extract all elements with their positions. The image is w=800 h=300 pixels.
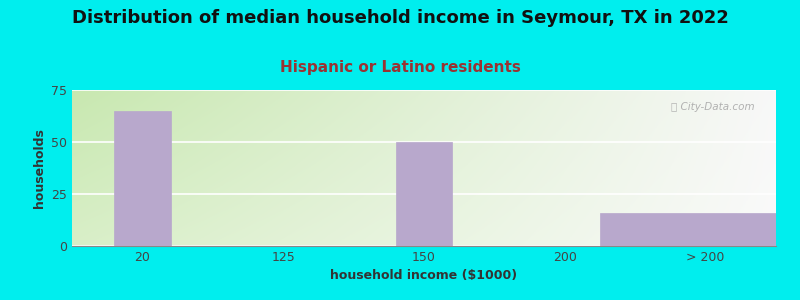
Bar: [396, 142, 452, 246]
Text: Distribution of median household income in Seymour, TX in 2022: Distribution of median household income …: [71, 9, 729, 27]
Text: Hispanic or Latino residents: Hispanic or Latino residents: [279, 60, 521, 75]
Y-axis label: households: households: [33, 128, 46, 208]
Bar: [600, 213, 800, 246]
X-axis label: household income ($1000): household income ($1000): [330, 269, 518, 282]
Bar: [114, 111, 170, 246]
Text: ⓘ City-Data.com: ⓘ City-Data.com: [671, 103, 755, 112]
